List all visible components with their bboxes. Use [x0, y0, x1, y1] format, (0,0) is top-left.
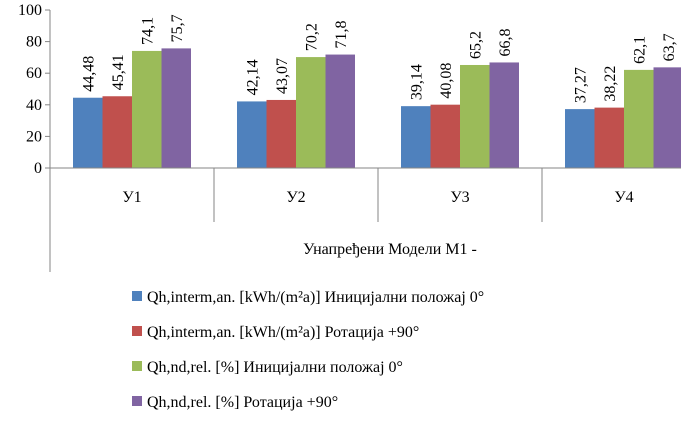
data-label-series-1: 44,48 — [81, 56, 98, 92]
y-tick-label: 80 — [26, 34, 42, 51]
data-labels: 44,48 42,14 39,14 37,27 45,41 43,07 40,08 38,22… — [81, 14, 679, 103]
legend-label: Qh,interm,an. [kWh/(m²a)] Ротација +90° — [147, 324, 419, 341]
bar-series-3 — [296, 57, 326, 168]
data-label-series-4: 75,7 — [169, 14, 186, 42]
bar-series-3 — [624, 69, 654, 168]
legend: Qh,interm,an. [kWh/(m²a)] Иницијални пол… — [132, 289, 484, 411]
bar-series-2 — [266, 99, 296, 168]
data-label-series-1: 42,14 — [245, 59, 262, 95]
bar-series-1 — [237, 101, 267, 168]
y-axis: 0 20 40 60 80 100 — [18, 2, 51, 272]
x-category-label: У2 — [286, 189, 305, 206]
legend-label: Qh,nd,rel. [%] Иницијални положај 0° — [147, 359, 403, 376]
y-tick-label: 100 — [18, 2, 42, 19]
x-category-label: У1 — [122, 189, 141, 206]
data-label-series-2: 45,41 — [110, 54, 127, 90]
data-label-series-1: 39,14 — [409, 64, 426, 100]
x-axis: У1 У2 У3 У4 — [49, 167, 681, 272]
data-label-series-3: 65,2 — [468, 31, 485, 59]
y-tick-label: 20 — [26, 128, 42, 145]
bar-series-4 — [161, 48, 191, 169]
data-label-series-4: 66,8 — [497, 28, 514, 56]
x-axis-group-label: Унапређени Модели М1 - — [303, 241, 477, 258]
data-label-series-1: 37,27 — [573, 67, 590, 103]
legend-label: Qh,nd,rel. [%] Ротација +90° — [147, 394, 338, 411]
x-category-label: У3 — [450, 189, 469, 206]
bar-series-1 — [565, 109, 595, 168]
y-tick-label: 40 — [26, 97, 42, 114]
bar-series-3 — [460, 64, 490, 168]
y-tick-label: 0 — [34, 160, 42, 177]
bar-series-2 — [430, 104, 460, 168]
legend-swatch — [132, 326, 142, 336]
bar-series-2 — [102, 96, 132, 168]
legend-swatch — [132, 361, 142, 371]
data-label-series-2: 40,08 — [438, 63, 455, 99]
data-label-series-4: 63,7 — [661, 33, 678, 61]
legend-swatch — [132, 291, 142, 301]
bar-series-4 — [653, 67, 681, 168]
bar-series-1 — [401, 106, 431, 168]
data-label-series-2: 43,07 — [274, 58, 291, 94]
legend-swatch — [132, 396, 142, 406]
bar-series-2 — [594, 107, 624, 168]
bar-series-4 — [489, 62, 519, 168]
data-label-series-3: 74,1 — [140, 17, 157, 45]
data-label-series-3: 70,2 — [304, 23, 321, 51]
bar-series-4 — [325, 54, 355, 168]
bar-series-3 — [132, 50, 162, 169]
bar-series-1 — [73, 97, 103, 168]
bars — [73, 48, 681, 169]
data-label-series-3: 62,1 — [632, 36, 649, 64]
x-category-label: У4 — [614, 189, 633, 206]
legend-label: Qh,interm,an. [kWh/(m²a)] Иницијални пол… — [147, 289, 484, 306]
data-label-series-4: 71,8 — [333, 21, 350, 49]
data-label-series-2: 38,22 — [602, 66, 619, 102]
y-tick-label: 60 — [26, 65, 42, 82]
